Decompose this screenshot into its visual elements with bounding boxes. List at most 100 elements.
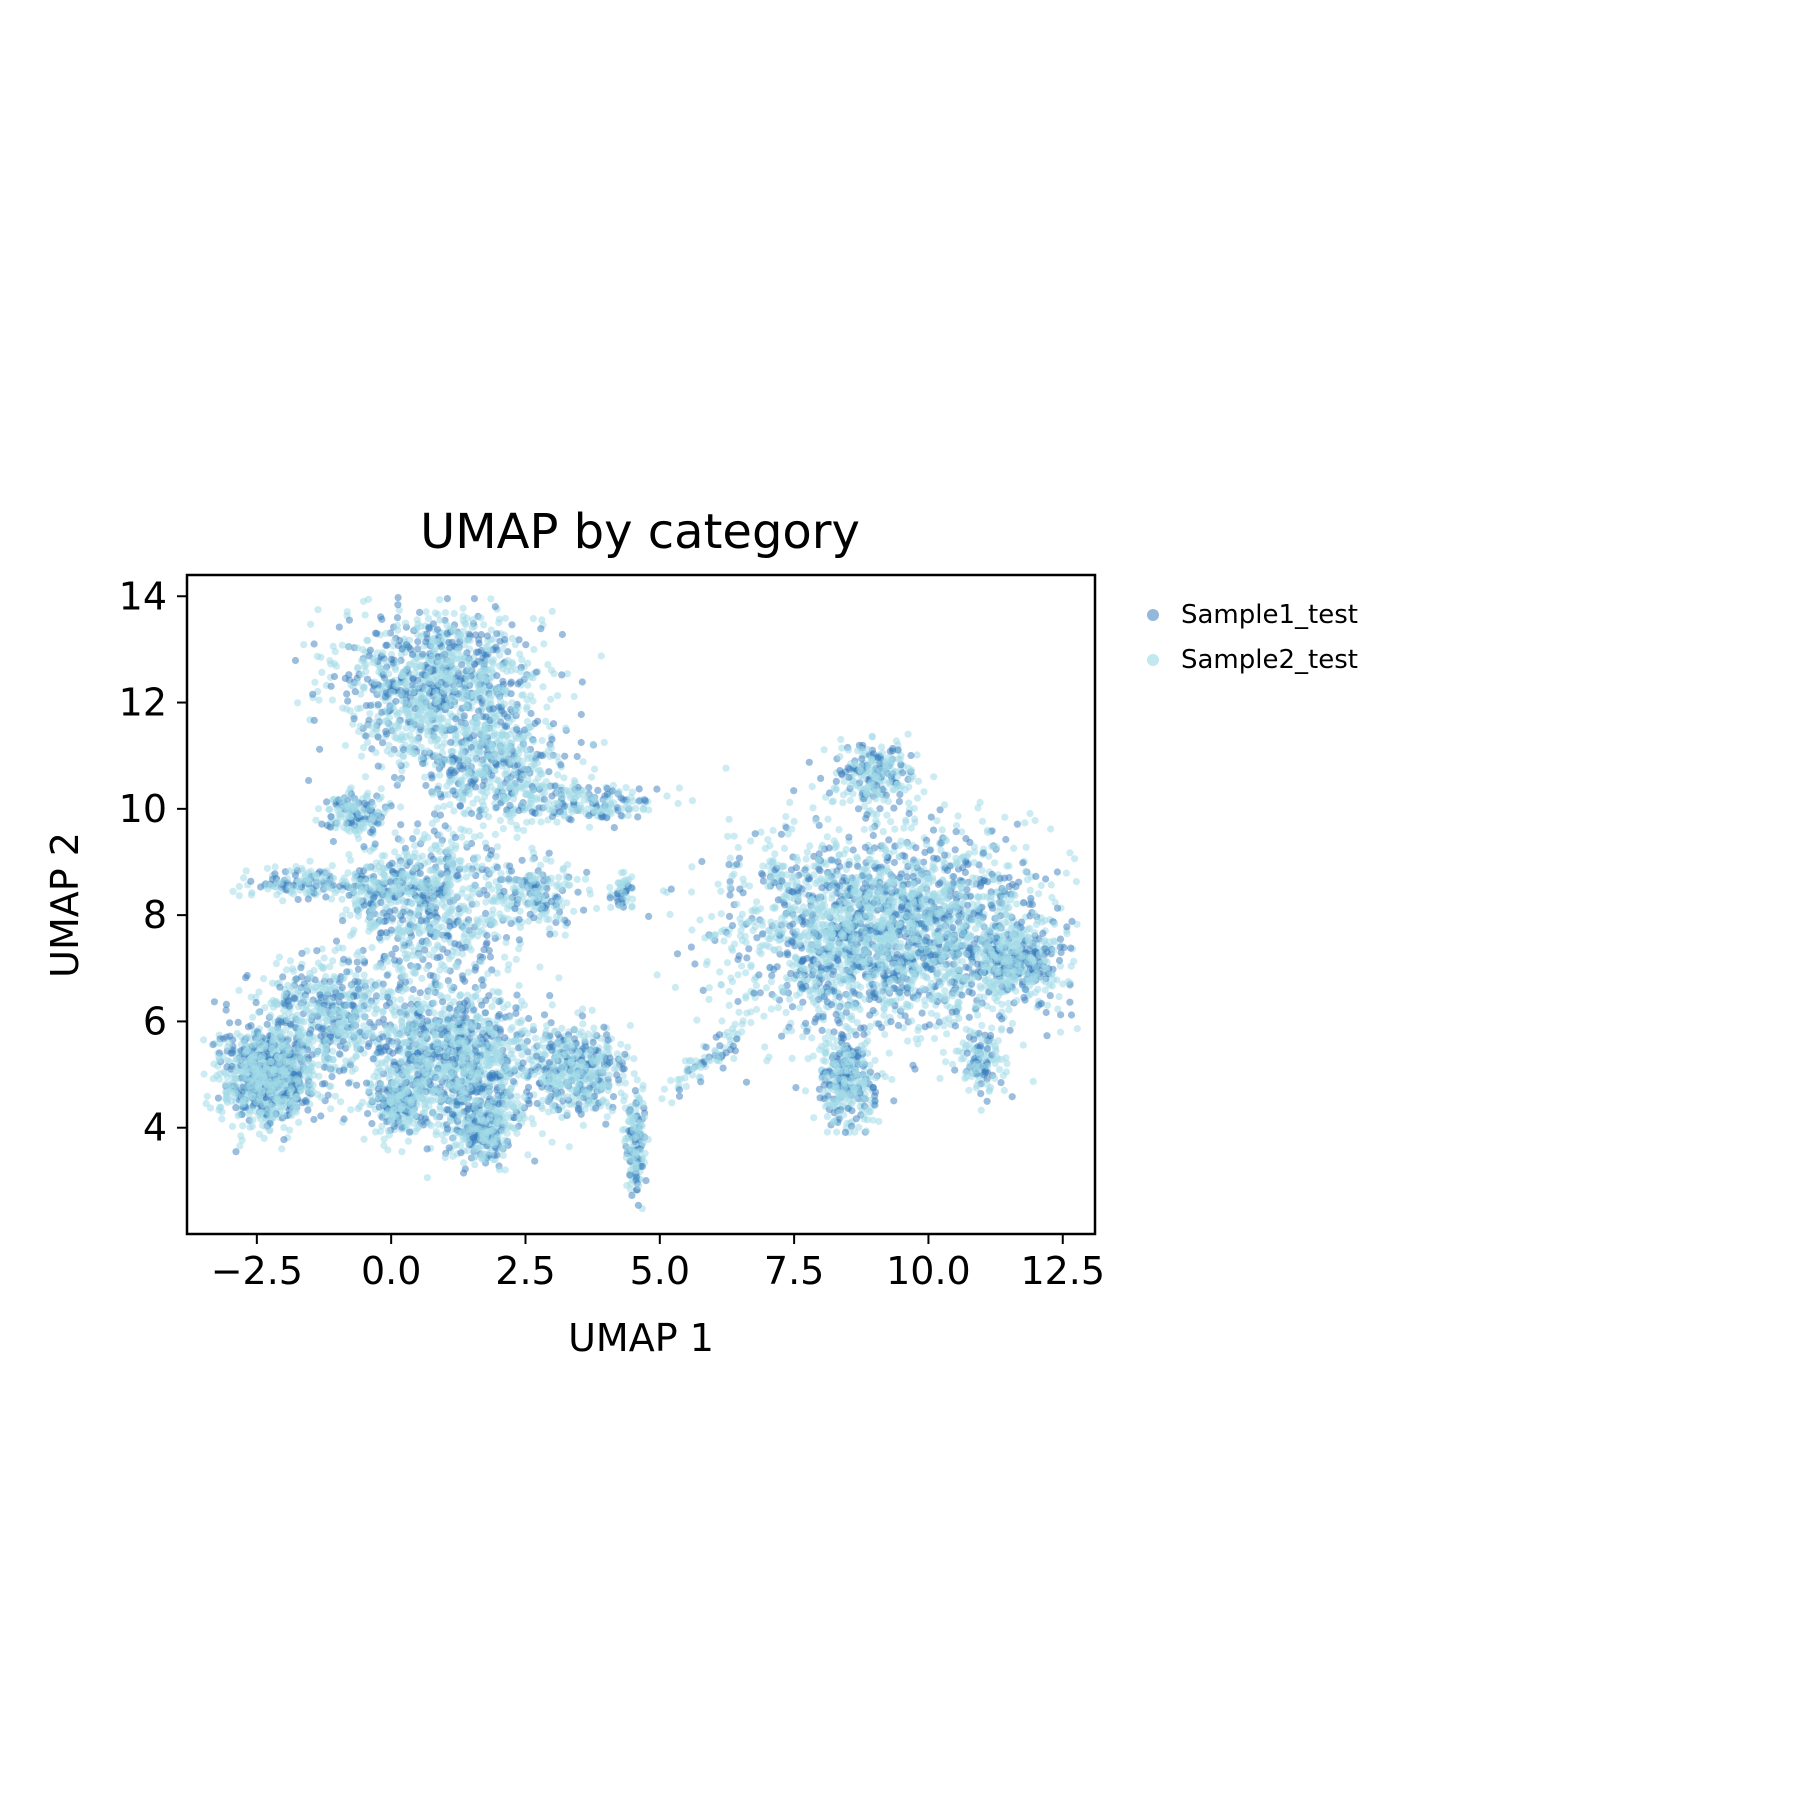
point-sample1 bbox=[534, 717, 542, 725]
point-sample1 bbox=[573, 752, 581, 761]
point-sample1 bbox=[316, 745, 324, 753]
point-sample2 bbox=[559, 866, 567, 874]
point-sample2 bbox=[537, 818, 545, 826]
point-sample2 bbox=[402, 954, 410, 963]
point-sample2 bbox=[579, 1121, 588, 1129]
point-sample2 bbox=[325, 805, 333, 814]
point-sample2 bbox=[658, 1095, 666, 1103]
point-sample2 bbox=[441, 609, 449, 617]
point-sample2 bbox=[718, 1017, 726, 1025]
point-sample2 bbox=[516, 923, 525, 932]
point-sample2 bbox=[235, 986, 243, 995]
point-sample2 bbox=[235, 892, 243, 900]
point-sample2 bbox=[977, 1106, 985, 1114]
point-sample1 bbox=[362, 732, 370, 740]
point-sample2 bbox=[342, 906, 350, 914]
point-sample2 bbox=[311, 678, 319, 686]
point-sample2 bbox=[337, 1098, 345, 1106]
point-sample2 bbox=[786, 798, 794, 807]
point-sample1 bbox=[537, 625, 545, 633]
point-sample2 bbox=[307, 620, 315, 628]
point-sample2 bbox=[540, 789, 549, 797]
point-sample2 bbox=[249, 1013, 257, 1021]
point-sample2 bbox=[379, 1008, 387, 1017]
point-sample2 bbox=[955, 1014, 963, 1023]
point-sample2 bbox=[391, 848, 399, 856]
point-sample2 bbox=[360, 1135, 368, 1143]
point-sample2 bbox=[725, 1001, 733, 1010]
point-sample2 bbox=[315, 696, 323, 704]
point-sample2 bbox=[1037, 881, 1045, 890]
point-sample2 bbox=[972, 925, 980, 933]
point-sample2 bbox=[765, 943, 773, 951]
point-sample2 bbox=[218, 1115, 226, 1123]
point-sample2 bbox=[1013, 900, 1021, 908]
point-sample2 bbox=[511, 641, 519, 649]
scatter-points bbox=[200, 594, 1081, 1213]
point-sample2 bbox=[624, 1043, 632, 1051]
point-sample2 bbox=[617, 1040, 625, 1048]
point-sample2 bbox=[609, 781, 618, 790]
point-sample2 bbox=[991, 859, 999, 867]
point-sample2 bbox=[413, 828, 421, 836]
point-sample2 bbox=[774, 1004, 782, 1012]
point-sample1 bbox=[549, 720, 558, 728]
point-sample2 bbox=[455, 857, 463, 865]
point-sample1 bbox=[414, 645, 422, 653]
point-sample2 bbox=[247, 891, 256, 899]
point-sample2 bbox=[206, 1104, 215, 1112]
point-sample2 bbox=[255, 988, 263, 996]
point-sample2 bbox=[548, 1138, 556, 1146]
point-sample2 bbox=[318, 945, 326, 953]
point-sample1 bbox=[522, 641, 530, 649]
point-sample2 bbox=[318, 668, 326, 677]
point-sample2 bbox=[1063, 930, 1071, 938]
point-sample1 bbox=[335, 623, 343, 631]
point-sample1 bbox=[545, 768, 553, 776]
point-sample1 bbox=[310, 640, 318, 648]
point-sample2 bbox=[607, 903, 615, 912]
point-sample2 bbox=[329, 957, 337, 965]
point-sample2 bbox=[823, 833, 831, 841]
point-sample2 bbox=[663, 792, 671, 800]
point-sample2 bbox=[902, 816, 910, 824]
point-sample1 bbox=[475, 812, 483, 821]
point-sample2 bbox=[417, 743, 425, 752]
point-sample2 bbox=[506, 730, 514, 739]
point-sample1 bbox=[422, 781, 430, 790]
point-sample1 bbox=[460, 712, 468, 720]
point-sample2 bbox=[771, 850, 779, 858]
point-sample1 bbox=[449, 787, 457, 795]
point-sample2 bbox=[560, 774, 568, 782]
point-sample2 bbox=[368, 730, 376, 738]
point-sample2 bbox=[762, 984, 771, 992]
point-sample2 bbox=[747, 1019, 755, 1027]
point-sample2 bbox=[958, 828, 966, 836]
point-sample2 bbox=[459, 604, 467, 612]
point-sample2 bbox=[360, 971, 368, 979]
point-sample2 bbox=[837, 735, 845, 744]
point-sample1 bbox=[310, 716, 318, 725]
point-sample1 bbox=[379, 739, 387, 747]
point-sample2 bbox=[671, 983, 680, 992]
point-sample1 bbox=[474, 648, 483, 656]
point-sample1 bbox=[330, 672, 339, 681]
point-sample2 bbox=[904, 1037, 912, 1045]
point-sample2 bbox=[524, 681, 532, 689]
point-sample2 bbox=[317, 653, 325, 661]
point-sample2 bbox=[352, 971, 360, 980]
point-sample2 bbox=[1072, 878, 1080, 886]
point-sample2 bbox=[423, 993, 431, 1001]
point-sample2 bbox=[540, 640, 548, 648]
point-sample2 bbox=[716, 968, 724, 976]
point-sample2 bbox=[696, 916, 704, 924]
point-sample1 bbox=[374, 701, 382, 709]
point-sample2 bbox=[591, 765, 599, 773]
point-sample2 bbox=[668, 1099, 676, 1107]
point-sample2 bbox=[221, 1069, 230, 1077]
point-sample2 bbox=[735, 1008, 743, 1016]
point-sample2 bbox=[450, 998, 458, 1006]
point-sample2 bbox=[538, 1130, 547, 1138]
point-sample2 bbox=[378, 1059, 386, 1067]
